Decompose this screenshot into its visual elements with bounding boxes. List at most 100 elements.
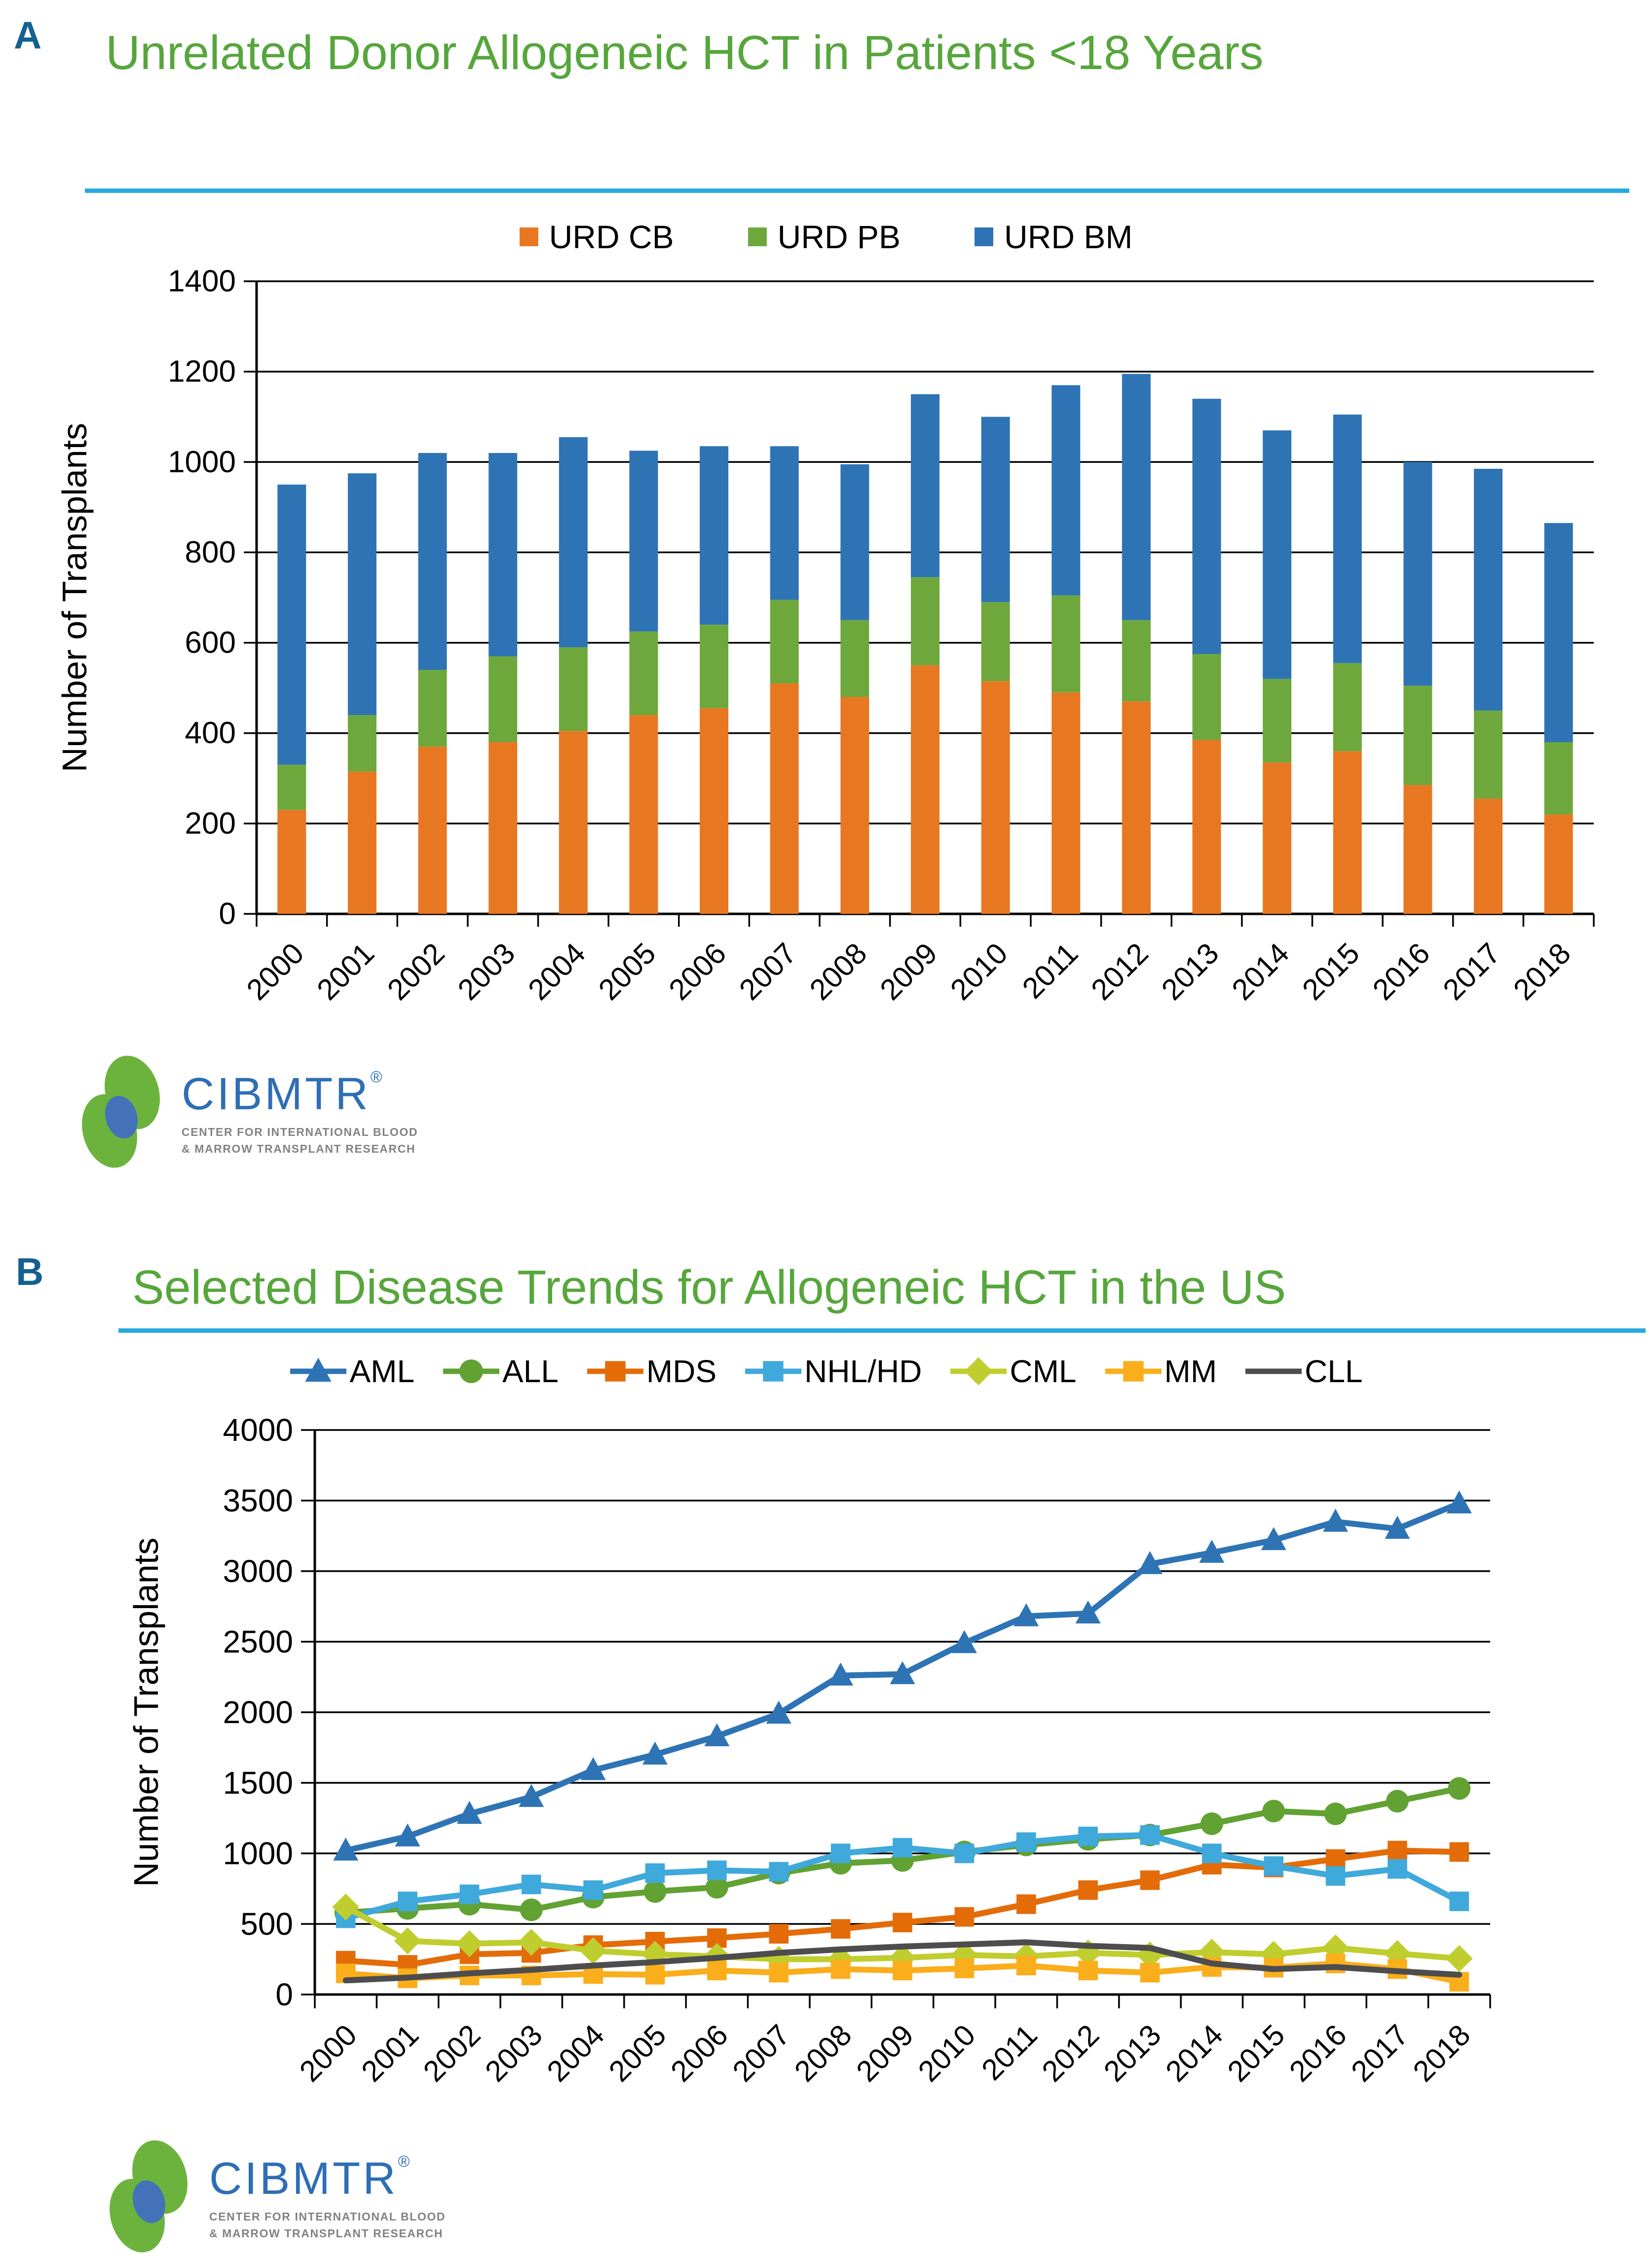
bar-URD-CB-2007 <box>770 683 799 914</box>
x-axis-label: 2011 <box>975 2018 1044 2087</box>
bar-URD-CB-2012 <box>1122 701 1151 914</box>
x-axis-label: 2012 <box>1036 2018 1106 2088</box>
marker-NHL-HD-2014 <box>1202 1844 1222 1863</box>
marker-MM-2008 <box>830 1959 851 1979</box>
y-tick-label: 0 <box>275 1977 293 2012</box>
cibmtr-logo-mark <box>74 1049 168 1174</box>
bar-URD-CB-2002 <box>418 747 447 914</box>
x-axis-label: 2013 <box>1155 937 1225 1007</box>
marker-ALL-2016 <box>1324 1803 1347 1825</box>
bar-URD-CB-2016 <box>1403 785 1432 914</box>
bar-URD-BM-2017 <box>1474 469 1503 711</box>
marker-MDS-2008 <box>830 1919 851 1939</box>
bar-URD-CB-2005 <box>629 715 658 914</box>
bar-URD-BM-2000 <box>277 485 306 765</box>
y-tick-label: 600 <box>185 626 236 660</box>
x-axis-label: 2014 <box>1226 937 1296 1007</box>
bar-URD-PB-2001 <box>347 715 376 772</box>
y-tick-label: 2000 <box>223 1694 293 1730</box>
bar-URD-BM-2009 <box>911 394 939 577</box>
legend-item-MDS: MDS <box>586 1353 716 1390</box>
marker-ALL-2006 <box>706 1876 728 1899</box>
marker-CML-2004 <box>579 1937 607 1964</box>
marker-ALL-2017 <box>1386 1790 1409 1813</box>
marker-NHL-HD-2013 <box>1140 1825 1160 1845</box>
bar-URD-PB-2008 <box>840 620 869 697</box>
legend-marker-icon <box>950 1357 1007 1386</box>
x-axis-label: 2003 <box>479 2018 549 2088</box>
x-axis-label: 2016 <box>1366 937 1436 1007</box>
bar-URD-BM-2016 <box>1403 462 1432 686</box>
x-axis-label: 2001 <box>310 937 380 1007</box>
marker-CML-2017 <box>1384 1940 1411 1967</box>
cibmtr-logo-b: CIBMTR® CENTER FOR INTERNATIONAL BLOOD & … <box>101 2134 446 2259</box>
marker-AML-2014 <box>1199 1540 1225 1563</box>
legend-swatch-icon <box>975 227 994 246</box>
bar-URD-PB-2018 <box>1544 742 1573 815</box>
legend-item-NHL-HD: NHL/HD <box>744 1353 922 1390</box>
bar-URD-BM-2004 <box>559 437 588 647</box>
x-axis-label: 2008 <box>803 937 873 1007</box>
legend-marker-shape <box>763 1361 784 1382</box>
legend-marker-shape <box>459 1359 483 1383</box>
legend-marker-shape <box>305 1357 332 1382</box>
marker-MDS-2011 <box>1016 1894 1036 1914</box>
y-tick-label: 1500 <box>223 1765 293 1801</box>
x-axis-label: 2006 <box>663 937 733 1007</box>
marker-MM-2010 <box>954 1958 975 1978</box>
marker-MM-2009 <box>893 1960 912 1981</box>
bar-URD-BM-2005 <box>629 451 658 632</box>
y-tick-label: 0 <box>219 897 236 931</box>
x-axis-label: 2015 <box>1296 937 1366 1007</box>
bar-URD-CB-2009 <box>911 665 939 914</box>
marker-CML-2003 <box>518 1928 545 1956</box>
cibmtr-subtitle: CENTER FOR INTERNATIONAL BLOOD & MARROW T… <box>182 1125 418 1156</box>
panel-a-label: A <box>14 13 42 57</box>
marker-MDS-2018 <box>1449 1842 1469 1862</box>
marker-ALL-2014 <box>1200 1812 1223 1835</box>
legend-item-MM: MM <box>1104 1353 1217 1390</box>
bar-URD-BM-2013 <box>1192 399 1221 654</box>
x-axis-label: 2000 <box>293 2018 363 2088</box>
y-tick-label: 800 <box>185 535 236 569</box>
legend-label: NHL/HD <box>804 1354 922 1389</box>
marker-MM-2005 <box>645 1965 665 1985</box>
legend-item-URD-CB: URD CB <box>519 218 674 256</box>
marker-MM-2012 <box>1078 1960 1098 1981</box>
legend-label: AML <box>349 1354 415 1389</box>
chart-b-y-axis-title: Number of Transplants <box>127 1538 165 1887</box>
marker-AML-2004 <box>580 1757 606 1780</box>
series-AML <box>333 1490 1472 1861</box>
bar-URD-CB-2001 <box>347 771 376 914</box>
marker-MM-2013 <box>1140 1962 1160 1983</box>
bar-URD-CB-2011 <box>1051 692 1081 914</box>
chart-b-plot: 0500100015002000250030003500400020002001… <box>127 1412 1491 2088</box>
cibmtr-logo-a: CIBMTR® CENTER FOR INTERNATIONAL BLOOD & … <box>74 1049 418 1174</box>
x-axis-label: 2006 <box>664 2018 734 2088</box>
x-axis-label: 2014 <box>1159 2018 1229 2088</box>
x-axis-label: 2017 <box>1345 2018 1415 2088</box>
legend-marker-icon <box>290 1357 347 1382</box>
legend-marker-icon <box>587 1361 643 1382</box>
bar-URD-BM-2008 <box>840 464 869 620</box>
chart-a-legend: URD CB URD PB URD BM <box>0 218 1652 256</box>
marker-CML-2007 <box>765 1946 792 1973</box>
bar-URD-PB-2017 <box>1474 710 1503 799</box>
bar-URD-PB-2005 <box>629 631 658 715</box>
marker-AML-2001 <box>395 1823 420 1846</box>
series-NHL-HD <box>336 1825 1469 1928</box>
cibmtr-wordmark: CIBMTR® <box>182 1069 418 1117</box>
legend-label: MDS <box>646 1354 717 1389</box>
y-tick-label: 1000 <box>168 445 236 479</box>
legend-item-ALL: ALL <box>442 1353 559 1390</box>
x-axis-label: 2009 <box>873 937 943 1007</box>
bar-URD-PB-2009 <box>911 577 939 666</box>
registered-mark-icon: ® <box>370 1067 382 1086</box>
marker-MDS-2013 <box>1140 1870 1160 1890</box>
legend-item-CML: CML <box>949 1353 1077 1390</box>
x-axis-label: 2010 <box>912 2018 982 2088</box>
marker-MDS-2009 <box>893 1913 912 1932</box>
x-axis-label: 2001 <box>355 2018 425 2088</box>
